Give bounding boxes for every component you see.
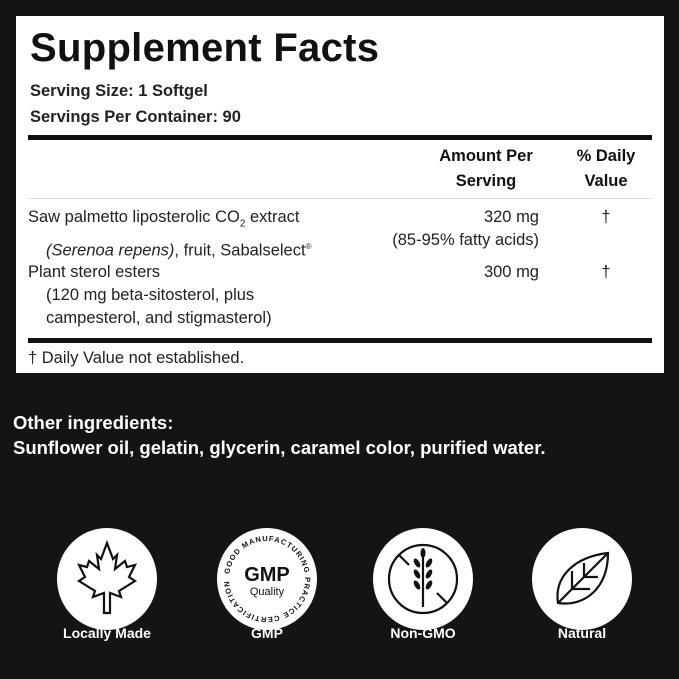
other-ingredients-heading: Other ingredients: [13, 412, 174, 433]
ingredient-amount: 300 mg [483, 263, 539, 281]
no-wheat-icon [387, 543, 459, 615]
footnote: † Daily Value not established. [28, 349, 245, 367]
amount-header: Amount Per Serving [439, 147, 533, 190]
ingredient-row: Saw palmetto liposterolic CO2 extract (S… [28, 208, 312, 260]
badge-label: GMP [251, 625, 283, 641]
servings-per-container: Servings Per Container: 90 [30, 108, 241, 126]
svg-text:GMP: GMP [244, 564, 290, 586]
natural-badge [532, 528, 632, 630]
maple-leaf-icon [76, 539, 138, 615]
page-title: Supplement Facts [30, 26, 380, 70]
thick-divider [28, 135, 652, 140]
other-ingredients-text: Sunflower oil, gelatin, glycerin, carame… [13, 437, 546, 458]
serving-size: Serving Size: 1 Softgel [30, 82, 208, 100]
badge-label: Locally Made [63, 625, 151, 641]
ingredient-amount: 320 mg (85-95% fatty acids) [392, 208, 539, 249]
leaf-icon [556, 551, 610, 605]
thin-divider [28, 198, 652, 199]
ingredient-dv: † [601, 263, 611, 281]
dv-header: % Daily Value [576, 147, 636, 190]
supplement-facts-panel: Supplement Facts Serving Size: 1 Softgel… [16, 16, 664, 373]
non-gmo-badge [373, 528, 473, 630]
ingredient-row: Plant sterol esters (120 mg beta-sitoste… [28, 263, 272, 327]
badge-label: Non-GMO [390, 625, 456, 641]
locally-made-badge [57, 528, 157, 630]
gmp-badge: GOOD MANUFACTURING PRACTICE CERTIFICATIO… [217, 528, 317, 630]
badge-label: Natural [557, 625, 607, 641]
svg-text:Quality: Quality [250, 586, 285, 598]
ingredient-dv: † [601, 208, 611, 226]
thick-divider [28, 338, 652, 343]
gmp-seal-icon: GOOD MANUFACTURING PRACTICE CERTIFICATIO… [222, 534, 311, 624]
